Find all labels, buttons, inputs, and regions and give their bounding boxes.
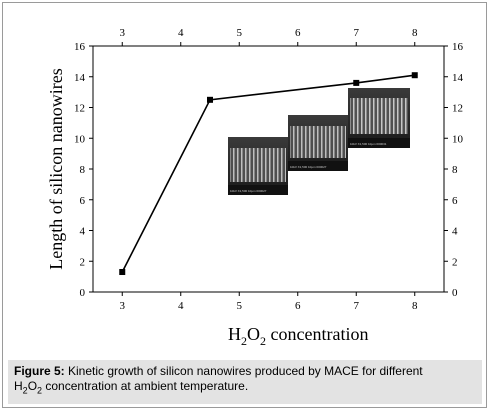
y-tick-label: 2 [80,256,86,268]
x-tick-label-top: 7 [354,27,360,39]
caption-line1: Kinetic growth of silicon nanowires prod… [64,364,423,378]
y-tick-label-right: 10 [452,133,464,145]
sem-inset-label: 10kV X1,500 10µm 000027 [290,165,327,169]
x-tick-label: 7 [354,300,360,312]
y-tick-label: 6 [80,195,86,207]
x-tick-label-top: 8 [412,27,418,39]
x-tick-label: 3 [120,300,126,312]
y-tick-label-right: 2 [452,256,458,268]
data-point [207,96,213,103]
data-point [119,269,126,276]
caption-figure-number: Figure 5: [14,364,65,378]
y-tick-label-right: 12 [452,103,463,115]
data-point [411,72,418,79]
sem-inset-label: 10kV X1,500 10µm 000031 [350,142,387,146]
y-tick-label: 0 [80,287,86,299]
x-tick-label-top: 5 [237,27,243,39]
axis-ticks [89,42,448,296]
sem-inset-1: 10kV X1,500 10µm 000027 [228,137,288,195]
y-tick-label-right: 8 [452,164,458,176]
x-tick-label-top: 6 [295,27,301,39]
y-tick-label-right: 16 [452,41,464,53]
y-tick-label: 12 [74,103,85,115]
y-tick-label: 4 [80,226,86,238]
x-tick-label: 5 [237,300,243,312]
y-tick-label: 10 [74,133,86,145]
y-axis-label: Length of silicon nanowires [46,68,66,269]
x-tick-label: 4 [178,300,184,312]
data-point [353,79,360,86]
sem-inset-label: 10kV X1,500 10µm 000027 [230,189,267,193]
y-tick-label: 16 [74,41,86,53]
y-tick-label: 14 [74,72,86,84]
x-tick-label: 6 [295,300,301,312]
figure-frame [2,2,487,408]
x-tick-label-top: 4 [178,27,184,39]
y-tick-label: 8 [80,164,86,176]
x-tick-label: 8 [412,300,418,312]
x-tick-label-top: 3 [120,27,126,39]
data-markers [119,72,418,276]
x-axis-label: H2O2 concentration [228,324,368,348]
y-tick-label-right: 14 [452,72,464,84]
series-line [121,74,415,273]
y-tick-label-right: 4 [452,226,458,238]
sem-inset-2: 10kV X1,500 10µm 000027 [288,115,348,171]
figure-caption: Figure 5: Kinetic growth of silicon nano… [14,364,423,396]
y-tick-label-right: 0 [452,287,458,299]
tick-labels: 3 3 4 4 5 5 6 6 7 7 8 8 0 0 2 2 4 4 6 6 8 8 10 10 12 12 14 14 16 16 [74,27,464,312]
caption-background [8,360,482,404]
y-tick-label-right: 6 [452,195,458,207]
sem-inset-3: 10kV X1,500 10µm 000031 [348,88,410,148]
